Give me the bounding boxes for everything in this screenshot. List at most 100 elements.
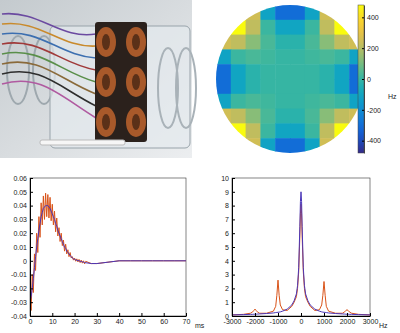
heat-cell <box>290 123 305 138</box>
tick-mark <box>30 275 33 276</box>
x-axis-tick: 1000 <box>317 313 333 325</box>
x-axis-tick: 0 <box>300 313 304 325</box>
heat-cell <box>260 64 275 79</box>
heat-cell <box>246 94 261 109</box>
heat-cell <box>290 5 305 20</box>
heat-cell <box>334 94 349 109</box>
heat-cell <box>305 109 320 124</box>
tick-label: 3 <box>225 271 229 278</box>
y-axis-tick: 0 <box>225 313 235 320</box>
y-axis-tick: 6 <box>225 230 235 237</box>
tick-label: 30 <box>93 318 101 325</box>
y-axis-tick: 7 <box>225 216 235 223</box>
heat-cell <box>334 64 349 79</box>
tick-mark <box>255 313 256 316</box>
y-axis-tick: 10 <box>221 175 235 182</box>
tick-label: 60 <box>160 318 168 325</box>
winding-core <box>132 74 140 90</box>
tick-label: -400 <box>367 137 381 144</box>
x-axis: 010203040506070 <box>29 313 191 325</box>
tick-mark <box>278 313 279 316</box>
colorbar-axis-tick: 0 <box>362 76 371 83</box>
tick-label: 0 <box>225 313 229 320</box>
tick-mark <box>232 219 235 220</box>
tick-label: -0.02 <box>11 285 27 292</box>
x-axis-tick: 60 <box>160 313 168 325</box>
colorbar-axis-line <box>364 6 365 154</box>
x-axis-tick: 50 <box>138 313 146 325</box>
x-axis-tick: 70 <box>183 313 191 325</box>
tick-mark <box>232 178 235 179</box>
x-axis-tick: -1000 <box>270 313 288 325</box>
heat-cell <box>216 49 231 64</box>
copper-winding <box>126 27 146 57</box>
tick-mark <box>30 206 33 207</box>
tick-mark <box>119 313 120 316</box>
tick-mark <box>52 313 53 316</box>
y-axis-tick: 0.01 <box>13 244 33 251</box>
heat-cell <box>320 20 335 35</box>
y-axis-tick: 0.03 <box>13 216 33 223</box>
heat-cell <box>334 20 349 35</box>
heat-cell <box>246 138 261 153</box>
y-axis-tick: 0.04 <box>13 202 33 209</box>
y-axis-tick: -0.03 <box>11 299 33 306</box>
heat-cell <box>260 138 275 153</box>
tick-mark <box>30 178 33 179</box>
heat-cell <box>334 49 349 64</box>
copper-winding <box>96 107 116 137</box>
heat-cell <box>246 5 261 20</box>
x-axis-tick: 30 <box>93 313 101 325</box>
tick-mark <box>30 247 33 248</box>
winding-core <box>102 74 110 90</box>
copper-winding <box>96 27 116 57</box>
heat-cell <box>260 5 275 20</box>
heat-cell <box>246 49 261 64</box>
tick-mark <box>232 233 235 234</box>
tick-label: 0.01 <box>13 244 27 251</box>
heat-cell <box>305 49 320 64</box>
tick-label: -0.01 <box>11 271 27 278</box>
heat-cell <box>246 79 261 94</box>
series-line <box>232 204 370 315</box>
colorbar-axis: -400-2000200400 <box>362 6 381 154</box>
tick-mark <box>30 219 33 220</box>
cable <box>40 140 125 145</box>
y-axis-tick: 4 <box>225 258 235 265</box>
tick-label: 70 <box>183 318 191 325</box>
tick-mark <box>232 302 235 303</box>
heat-cell <box>275 5 290 20</box>
y-axis-tick: 0.05 <box>13 189 33 196</box>
tick-mark <box>362 79 364 80</box>
x-axis-tick: 20 <box>71 313 79 325</box>
tick-mark <box>30 302 33 303</box>
wire <box>2 43 96 70</box>
heat-cell <box>231 123 246 138</box>
acrylic-ring <box>7 36 29 104</box>
heat-cell <box>320 64 335 79</box>
tick-label: -0.04 <box>11 313 27 320</box>
tick-mark <box>362 110 364 111</box>
photo-background <box>0 0 192 158</box>
tick-mark <box>232 192 235 193</box>
tick-label: 5 <box>225 244 229 251</box>
heat-cell <box>334 109 349 124</box>
y-axis: 012345678910 <box>221 175 235 320</box>
heat-cell <box>231 64 246 79</box>
tick-mark <box>347 313 348 316</box>
tick-mark <box>30 261 33 262</box>
colorbar-axis-tick: 200 <box>362 45 379 52</box>
tick-label: 0.02 <box>13 230 27 237</box>
heat-cell <box>275 138 290 153</box>
heat-cell <box>216 109 231 124</box>
heat-cell <box>320 49 335 64</box>
heat-cell <box>320 79 335 94</box>
heat-cell <box>231 79 246 94</box>
tick-label: -200 <box>367 107 381 114</box>
acrylic-ring <box>176 48 196 128</box>
heat-cell <box>260 20 275 35</box>
heat-cell <box>334 35 349 50</box>
heat-cell <box>246 20 261 35</box>
figure: -400-2000200400Hz010203040506070-0.04-0.… <box>0 0 400 333</box>
heat-cell <box>275 49 290 64</box>
